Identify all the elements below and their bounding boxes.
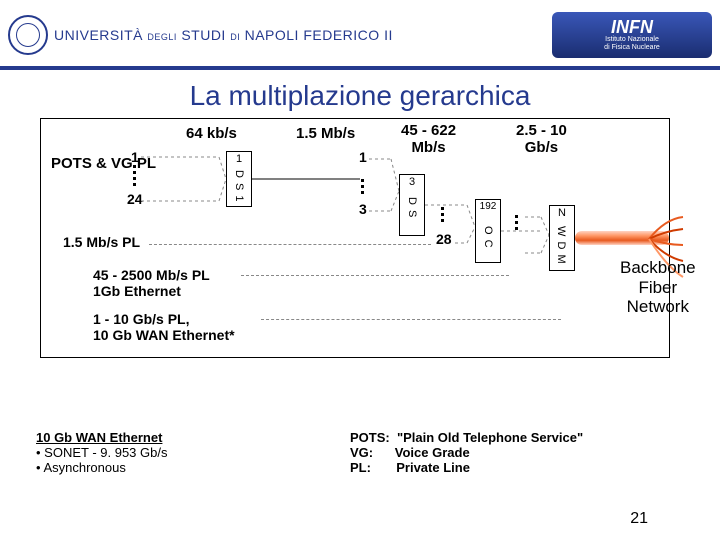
mux4-tag: W D M [555,226,566,265]
pl-10g: 1 - 10 Gb/s PL, 10 Gb WAN Ethernet* [93,311,235,343]
fan-lines-3 [425,193,475,251]
footnote-head: 10 Gb WAN Ethernet [36,430,167,445]
footnote: 10 Gb WAN Ethernet SONET - 9. 953 Gb/s A… [36,430,167,475]
mux3-n: 192 [476,200,500,212]
page-number: 21 [630,510,648,528]
mux-wdm: N W D M [549,205,575,271]
university-seal-icon [8,15,48,55]
dash-45 [241,275,509,276]
infn-badge: INFN Istituto Nazionale di Fisica Nuclea… [552,12,712,59]
fan-lines-1 [141,153,226,208]
mux1-n: 1 [227,152,251,165]
slide-body: La multiplazione gerarchica 64 kb/s 1.5 … [0,70,720,540]
footnote-l2: Asynchronous [36,460,167,475]
rate-64k: 64 kb/s [186,125,237,142]
fan-lines-2 [369,155,399,217]
infn-title: INFN [562,18,702,36]
dash-1-5m [149,244,431,245]
ds3-ch-bot: 3 [359,201,367,217]
mux-ds3: 3 D S [399,174,425,236]
rate-1-5m: 1.5 Mb/s [296,125,355,142]
mux2-tag: D S [406,197,417,218]
slide-title: La multiplazione gerarchica [0,80,720,112]
legend-vg: VG: Voice Grade [350,445,583,460]
footnote-l1: SONET - 9. 953 Gb/s [36,445,167,460]
ds1-ch-top: 1 [131,149,139,165]
mux-oc: 192 O C [475,199,501,263]
rate-2-5-10g: 2.5 - 10 Gb/s [516,122,567,156]
dots-2 [361,179,364,194]
ds3-ch-top: 1 [359,149,367,165]
fan-lines-4 [501,209,549,259]
backbone-label: Backbone Fiber Network [620,258,696,317]
legend: POTS: "Plain Old Telephone Service" VG: … [350,430,583,475]
pl-1-5m: 1.5 Mb/s PL [63,234,140,250]
legend-pl: PL: Private Line [350,460,583,475]
infn-sub1: Istituto Nazionale [562,36,702,44]
uni-word-2: DEGLI [147,32,177,42]
uni-word-4: DI [230,32,240,42]
infn-sub2: di Fisica Nucleare [562,44,702,52]
university-name: UNIVERSITÀ DEGLI STUDI DI NAPOLI FEDERIC… [54,27,393,43]
mux2-n: 3 [400,175,424,188]
diagram-box: 64 kb/s 1.5 Mb/s 45 - 622 Mb/s 2.5 - 10 … [40,118,670,358]
uni-word-5: NAPOLI FEDERICO II [245,27,393,43]
line-ds1-out [252,159,367,239]
uni-word-3: STUDI [181,27,226,43]
rate-45-622: 45 - 622 Mb/s [401,122,456,156]
dots-1 [133,165,136,186]
legend-pots: POTS: "Plain Old Telephone Service" [350,430,583,445]
mux4-n: N [550,206,574,219]
dash-10g [261,319,561,320]
slide-header: UNIVERSITÀ DEGLI STUDI DI NAPOLI FEDERIC… [0,0,720,70]
mux-ds1: 1 D S 1 [226,151,252,207]
university-logo: UNIVERSITÀ DEGLI STUDI DI NAPOLI FEDERIC… [8,15,393,55]
mux3-tag: O C [482,226,493,249]
pl-45-2500: 45 - 2500 Mb/s PL 1Gb Ethernet [93,267,210,299]
mux1-tag: D S 1 [233,170,244,203]
uni-word-1: UNIVERSITÀ [54,27,143,43]
